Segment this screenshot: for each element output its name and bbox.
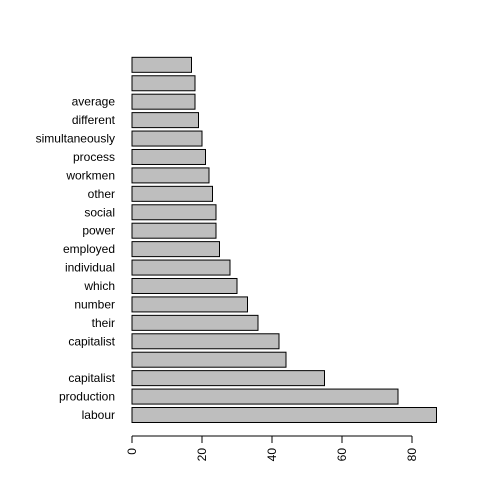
bar-0 bbox=[131, 407, 437, 423]
category-label-15: simultaneously bbox=[36, 132, 115, 146]
x-axis: 0 20 40 60 80 bbox=[125, 435, 419, 462]
category-label-2: capitalist bbox=[68, 371, 115, 385]
bar-1 bbox=[131, 388, 399, 405]
category-label-7: which bbox=[83, 279, 115, 293]
bar-15 bbox=[131, 130, 203, 147]
bar-7 bbox=[131, 277, 238, 294]
bar-18 bbox=[131, 75, 196, 92]
category-labels-group: labour production capitalist capitalist thei… bbox=[36, 95, 116, 422]
bar-6 bbox=[131, 296, 248, 313]
category-label-0: labour bbox=[82, 408, 115, 422]
bar-16 bbox=[131, 112, 199, 129]
category-label-12: other bbox=[88, 187, 115, 201]
category-label-13: workmen bbox=[65, 168, 115, 182]
bar-11 bbox=[131, 204, 217, 221]
bar-17 bbox=[131, 93, 196, 110]
bar-5 bbox=[131, 314, 259, 331]
bar-4 bbox=[131, 333, 280, 350]
bar-3 bbox=[131, 351, 287, 368]
bar-2 bbox=[131, 370, 325, 387]
bar-9 bbox=[131, 241, 220, 258]
category-label-6: number bbox=[74, 297, 115, 311]
x-tick-label-2: 40 bbox=[265, 448, 279, 462]
bar-12 bbox=[131, 185, 213, 202]
category-label-17: average bbox=[72, 95, 116, 109]
category-label-4: capitalist bbox=[68, 334, 115, 348]
bar-13 bbox=[131, 167, 210, 184]
category-label-9: employed bbox=[63, 242, 115, 256]
category-label-11: social bbox=[84, 205, 115, 219]
category-label-16: different bbox=[72, 113, 116, 127]
bar-14 bbox=[131, 148, 206, 165]
bar-10 bbox=[131, 222, 217, 239]
category-label-1: production bbox=[59, 390, 115, 404]
x-tick-label-1: 20 bbox=[195, 448, 209, 462]
x-tick-label-4: 80 bbox=[405, 448, 419, 462]
category-label-10: power bbox=[82, 224, 115, 238]
bar-8 bbox=[131, 259, 231, 276]
category-label-14: process bbox=[73, 150, 115, 164]
x-tick-label-0: 0 bbox=[125, 448, 139, 455]
bar-19 bbox=[131, 56, 192, 73]
category-label-5: their bbox=[92, 316, 115, 330]
x-tick-label-3: 60 bbox=[335, 448, 349, 462]
category-label-8: individual bbox=[65, 261, 115, 275]
bars-group bbox=[131, 56, 437, 423]
